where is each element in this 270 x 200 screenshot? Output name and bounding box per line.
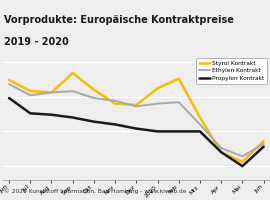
Propylen Kontrakt (135, 127, 138, 130)
Ethylen Kontrakt (220, 147, 223, 149)
Styrol Kontrakt (198, 116, 202, 119)
Text: 2019 - 2020: 2019 - 2020 (4, 37, 69, 47)
Ethylen Kontrakt (29, 94, 32, 96)
Propylen Kontrakt (8, 97, 11, 99)
Propylen Kontrakt (220, 151, 223, 153)
Propylen Kontrakt (71, 116, 74, 119)
Legend: Styrol Kontrakt, Ethylen Kontrakt, Propylen Kontrakt: Styrol Kontrakt, Ethylen Kontrakt, Propy… (196, 58, 267, 84)
Styrol Kontrakt (71, 72, 74, 74)
Styrol Kontrakt (113, 102, 117, 105)
Ethylen Kontrakt (241, 155, 244, 158)
Text: Vorprodukte: Europäische Kontraktpreise: Vorprodukte: Europäische Kontraktpreise (4, 15, 234, 25)
Ethylen Kontrakt (177, 101, 180, 103)
Propylen Kontrakt (198, 130, 202, 133)
Styrol Kontrakt (156, 87, 159, 90)
Styrol Kontrakt (262, 140, 265, 142)
Text: © 2020 Kunststoff Information, Bad Homburg - www.kiweb.de: © 2020 Kunststoff Information, Bad Hombu… (4, 188, 187, 194)
Ethylen Kontrakt (135, 105, 138, 108)
Ethylen Kontrakt (198, 123, 202, 126)
Line: Ethylen Kontrakt: Ethylen Kontrakt (9, 84, 264, 156)
Ethylen Kontrakt (262, 143, 265, 145)
Propylen Kontrakt (177, 130, 180, 133)
Line: Styrol Kontrakt: Styrol Kontrakt (9, 73, 264, 162)
Styrol Kontrakt (92, 89, 96, 91)
Propylen Kontrakt (156, 130, 159, 133)
Styrol Kontrakt (220, 151, 223, 153)
Ethylen Kontrakt (113, 100, 117, 102)
Styrol Kontrakt (177, 77, 180, 80)
Styrol Kontrakt (50, 91, 53, 94)
Propylen Kontrakt (92, 120, 96, 123)
Ethylen Kontrakt (8, 83, 11, 85)
Propylen Kontrakt (29, 112, 32, 115)
Ethylen Kontrakt (92, 97, 96, 99)
Propylen Kontrakt (262, 145, 265, 148)
Propylen Kontrakt (113, 123, 117, 126)
Styrol Kontrakt (241, 161, 244, 163)
Propylen Kontrakt (50, 114, 53, 116)
Propylen Kontrakt (241, 165, 244, 167)
Ethylen Kontrakt (156, 102, 159, 105)
Styrol Kontrakt (8, 79, 11, 81)
Styrol Kontrakt (135, 104, 138, 106)
Styrol Kontrakt (29, 90, 32, 92)
Ethylen Kontrakt (71, 90, 74, 92)
Line: Propylen Kontrakt: Propylen Kontrakt (9, 98, 264, 166)
Ethylen Kontrakt (50, 91, 53, 94)
